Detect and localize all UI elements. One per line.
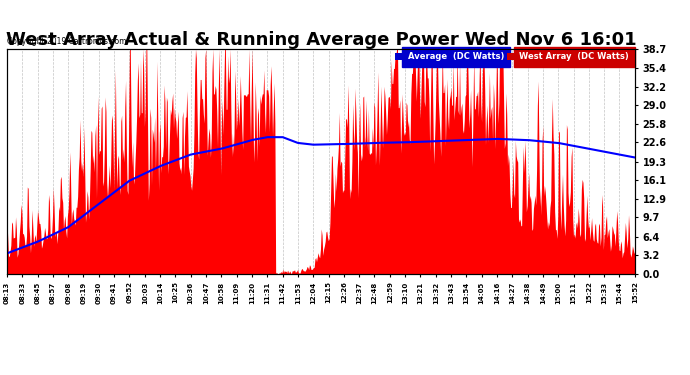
Text: Copyright 2019 Cartronics.com: Copyright 2019 Cartronics.com	[7, 38, 126, 46]
Legend: Average  (DC Watts), West Array  (DC Watts): Average (DC Watts), West Array (DC Watts…	[394, 51, 631, 63]
Title: West Array Actual & Running Average Power Wed Nov 6 16:01: West Array Actual & Running Average Powe…	[6, 31, 636, 49]
